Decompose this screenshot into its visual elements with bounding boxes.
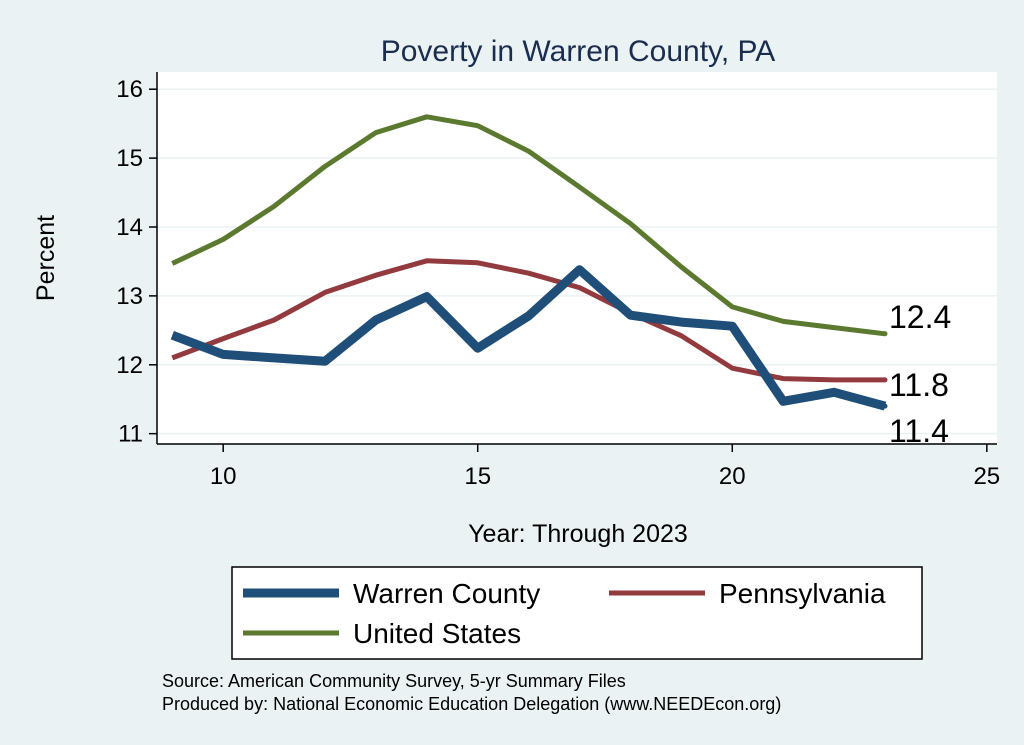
- legend-box: [231, 566, 923, 660]
- axes: 11 12 13 14 15 16 10 15 20 25: [116, 72, 1000, 490]
- y-tick-label: 11: [118, 421, 143, 448]
- x-tick-label: 15: [464, 463, 491, 490]
- x-tick-label: 20: [719, 463, 746, 490]
- legend-label-united-states: United States: [353, 618, 521, 649]
- legend: Warren County Pennsylvania United States: [231, 566, 923, 660]
- y-tick-label: 16: [116, 76, 143, 103]
- end-marker-warren-county: [882, 403, 888, 409]
- series-lines: [170, 114, 887, 411]
- plot-area: [157, 72, 997, 444]
- end-labels: 11.4 11.8 12.4: [882, 299, 951, 449]
- x-tick-label: 25: [973, 463, 1000, 490]
- series-line-united-states: [171, 114, 886, 337]
- end-marker-pennsylvania: [882, 377, 888, 383]
- y-tick-label: 14: [116, 214, 143, 241]
- y-tick-label: 15: [116, 145, 143, 172]
- end-label-united-states: 12.4: [889, 299, 951, 335]
- source-note: Source: American Community Survey, 5-yr …: [162, 671, 626, 691]
- x-tick-label: 10: [210, 463, 237, 490]
- end-label-pennsylvania: 11.8: [889, 367, 949, 403]
- series-line-warren-county: [170, 265, 887, 411]
- legend-label-warren-county: Warren County: [353, 578, 540, 609]
- y-axis-label: Percent: [32, 215, 60, 301]
- end-marker-united-states: [882, 331, 888, 337]
- y-tick-label: 12: [116, 352, 143, 379]
- y-tick-label: 13: [116, 283, 143, 310]
- x-axis-label: Year: Through 2023: [468, 520, 688, 548]
- gridlines: [157, 88, 997, 435]
- legend-label-pennsylvania: Pennsylvania: [719, 578, 886, 609]
- end-label-warren-county: 11.4: [889, 413, 949, 449]
- chart-title: Poverty in Warren County, PA: [381, 35, 776, 68]
- producer-note: Produced by: National Economic Education…: [162, 694, 781, 714]
